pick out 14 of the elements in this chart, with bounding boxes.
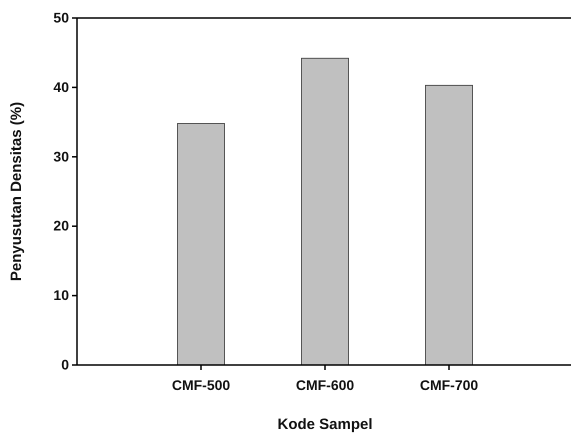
x-tick-label: CMF-700 <box>420 376 478 393</box>
y-tick-label: 30 <box>53 148 70 164</box>
x-tick-label: CMF-600 <box>296 376 354 393</box>
y-tick-label: 40 <box>53 78 70 95</box>
x-axis-title: Kode Sampel <box>277 416 373 433</box>
x-tick-label: CMF-500 <box>172 376 230 393</box>
bar <box>177 123 225 366</box>
bar <box>425 84 473 366</box>
y-tick-label: 10 <box>53 287 70 304</box>
y-tick-label: 20 <box>53 218 70 234</box>
bar <box>301 58 349 366</box>
y-tick-label: 0 <box>61 356 70 372</box>
y-axis-title: Penyusutan Densitas (%) <box>8 102 25 282</box>
y-tick-label: 50 <box>53 9 70 26</box>
